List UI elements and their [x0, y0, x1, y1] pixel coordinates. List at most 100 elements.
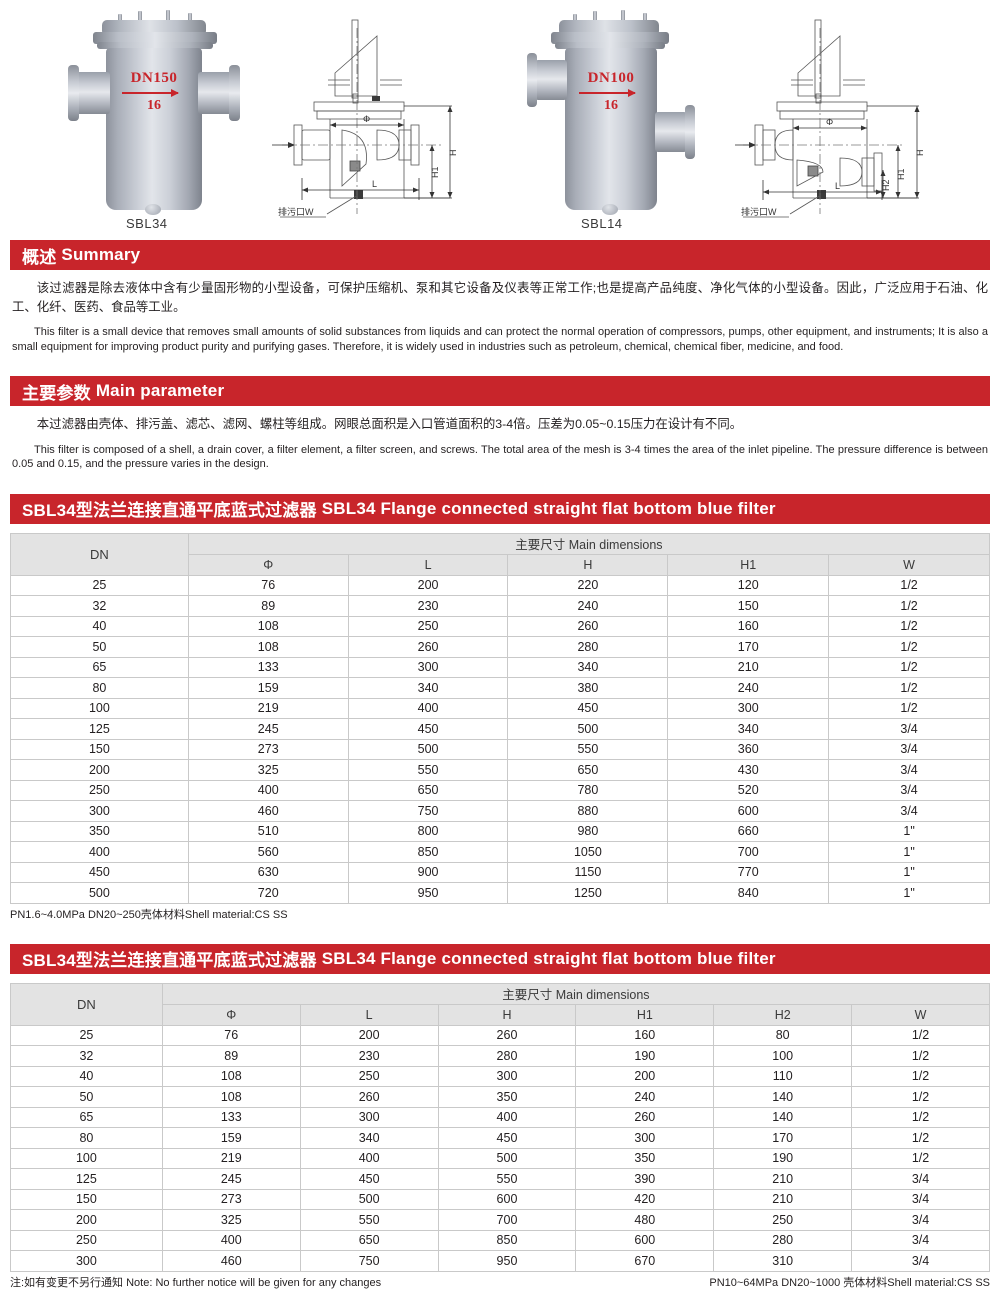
table-cell: 1/2 — [851, 1147, 990, 1170]
table-cell: 700 — [667, 841, 830, 863]
table1-note-row: PN1.6~4.0MPa DN20~250壳体材料Shell material:… — [0, 904, 1000, 922]
table-cell: 1050 — [507, 841, 669, 863]
table-cell: 550 — [347, 759, 509, 781]
table-cell-dn: 125 — [10, 1168, 163, 1190]
table-cell: 159 — [161, 1127, 301, 1149]
table-cell: 500 — [347, 738, 509, 761]
table-cell: 273 — [187, 738, 349, 761]
table-cell-dn: 65 — [10, 1106, 163, 1129]
table2-col-h: H — [437, 1003, 577, 1026]
table-cell: 1150 — [507, 861, 669, 884]
table-cell: 1250 — [507, 882, 669, 904]
table-cell: 260 — [299, 1086, 439, 1108]
table-cell: 108 — [161, 1065, 301, 1088]
table-cell: 160 — [575, 1024, 715, 1047]
table-cell: 770 — [667, 861, 830, 884]
table2-col-h1: H1 — [575, 1003, 715, 1026]
table1-col-h: H — [507, 553, 669, 576]
table-cell: 900 — [347, 861, 509, 884]
table-cell: 210 — [713, 1168, 853, 1190]
vessel-dn-label: DN100 — [587, 70, 635, 86]
table-cell: 340 — [299, 1127, 439, 1149]
table-cell: 400 — [347, 697, 509, 720]
table-cell: 170 — [667, 636, 830, 658]
table-cell: 1" — [828, 861, 990, 884]
table-row: 350 510 800 980 660 1" — [10, 820, 990, 843]
table-cell: 650 — [347, 779, 509, 802]
table1-header-group: 主要尺寸 Main dimensions — [187, 532, 991, 555]
table-cell: 220 — [507, 574, 669, 597]
table-cell: 210 — [667, 656, 830, 679]
figure-sbl14-photo: DN100 16 SBL14 — [515, 8, 735, 238]
table-cell-dn: 300 — [10, 1250, 163, 1272]
table-row: 200 325 550 650 430 3/4 — [10, 759, 990, 781]
table-cell: 3/4 — [828, 759, 990, 781]
table-cell: 245 — [187, 718, 349, 740]
flow-arrow-icon — [122, 89, 179, 97]
table1-subheader-row: Φ L H H1 W — [11, 553, 990, 576]
table-cell-dn: 25 — [10, 574, 189, 597]
svg-text:H1: H1 — [896, 168, 906, 180]
table-cell: 950 — [347, 882, 509, 904]
table1-col-l: L — [347, 553, 509, 576]
cover-flange — [93, 32, 217, 44]
inlet-flange — [68, 65, 79, 121]
table-row: 500 720 950 1250 840 1" — [10, 882, 990, 904]
table-cell: 840 — [667, 882, 830, 904]
table-cell: 520 — [667, 779, 830, 802]
table-cell: 460 — [187, 800, 349, 822]
table2-col-phi: Φ — [161, 1003, 301, 1026]
table-cell: 240 — [507, 595, 669, 617]
drain-plug — [602, 204, 618, 215]
table-cell: 1" — [828, 841, 990, 863]
table-row: 100 219 400 450 300 1/2 — [10, 697, 990, 720]
table-cell: 310 — [713, 1250, 853, 1272]
table1-note: PN1.6~4.0MPa DN20~250壳体材料Shell material:… — [10, 908, 288, 921]
table-cell: 76 — [187, 574, 349, 597]
table1-col-h1: H1 — [667, 553, 830, 576]
table-cell: 3/4 — [828, 779, 990, 802]
table-cell: 450 — [299, 1168, 439, 1190]
svg-text:H2: H2 — [881, 179, 891, 191]
table2-body: 25 76 200 260 160 80 1/2 32 89 230 280 190 100 1/2 40 1… — [10, 1024, 990, 1272]
table-cell: 200 — [299, 1024, 439, 1047]
table-cell: 340 — [347, 677, 509, 699]
table-cell: 260 — [507, 615, 669, 638]
table-cell: 550 — [507, 738, 669, 761]
table-cell: 89 — [161, 1045, 301, 1067]
table-cell: 150 — [667, 595, 830, 617]
table-cell: 300 — [347, 656, 509, 679]
table-cell: 430 — [667, 759, 830, 781]
table1-body: 25 76 200 220 120 1/2 32 89 230 240 150 1/2 40 108 250… — [10, 574, 990, 904]
table-row: 150 273 500 600 420 210 3/4 — [10, 1188, 990, 1211]
table-cell: 510 — [187, 820, 349, 843]
table-row: 125 245 450 550 390 210 3/4 — [10, 1168, 990, 1190]
table-cell-dn: 300 — [10, 800, 189, 822]
table-cell: 250 — [713, 1209, 853, 1231]
table-row: 250 400 650 780 520 3/4 — [10, 779, 990, 802]
table-cell: 450 — [507, 697, 669, 720]
table-cell-dn: 450 — [10, 861, 189, 884]
table-cell: 159 — [187, 677, 349, 699]
table-cell: 325 — [161, 1209, 301, 1231]
table2-subheader-row: Φ L H H1 H2 W — [11, 1003, 990, 1026]
table-sbl34-dimensions: DN 主要尺寸 Main dimensions Φ L H H1 W 25 76 2… — [10, 532, 991, 904]
table-cell: 1/2 — [851, 1127, 990, 1149]
table-cell: 1/2 — [851, 1106, 990, 1129]
table-cell: 980 — [507, 820, 669, 843]
table-cell: 170 — [713, 1127, 853, 1149]
table-cell: 280 — [507, 636, 669, 658]
table-cell: 190 — [575, 1045, 715, 1067]
table2-col-w: W — [851, 1003, 990, 1026]
table-cell-dn: 50 — [10, 636, 189, 658]
table-cell-dn: 25 — [10, 1024, 163, 1047]
table2-title-cn: SBL34型法兰连接直通平底蓝式过滤器 — [22, 951, 317, 971]
svg-text:L: L — [835, 181, 840, 191]
summary-paragraph-cn: 该过滤器是除去液体中含有少量固形物的小型设备，可保护压缩机、泵和其它设备及仪表等… — [12, 281, 988, 315]
table-cell-dn: 65 — [10, 656, 189, 679]
table-cell: 780 — [507, 779, 669, 802]
table-cell: 660 — [667, 820, 830, 843]
outlet-flange — [685, 105, 695, 159]
table2-note-row: 注:如有变更不另行通知 Note: No further notice will… — [0, 1272, 1000, 1290]
table-cell: 325 — [187, 759, 349, 781]
